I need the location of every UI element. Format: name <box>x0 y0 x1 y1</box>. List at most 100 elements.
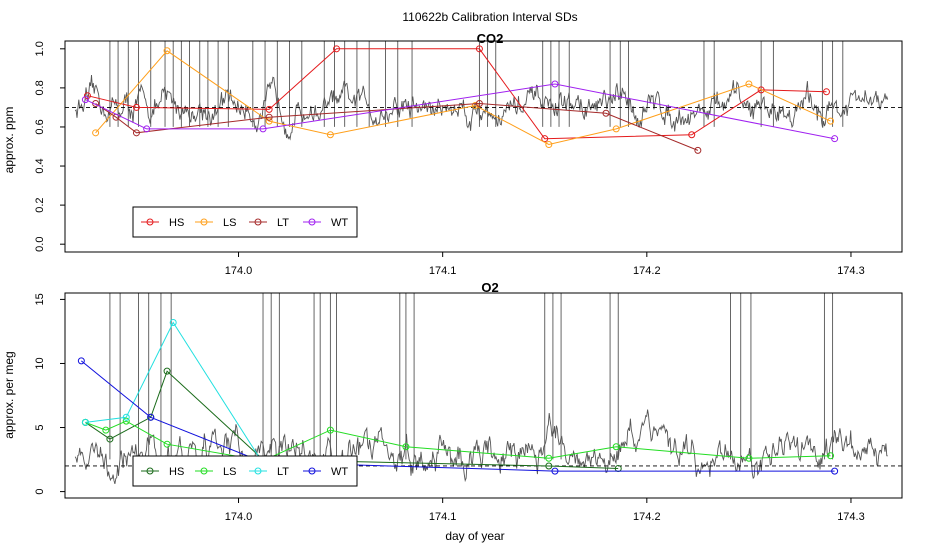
o2-ytick-label: 15 <box>34 293 46 305</box>
co2-ytick-label: 0.2 <box>34 197 46 212</box>
o2-ytick-label: 5 <box>34 424 46 430</box>
o2-data-point <box>831 467 839 475</box>
o2-data-point <box>106 435 114 443</box>
co2-data-point <box>612 125 620 133</box>
co2-legend-marker-wt <box>308 218 316 226</box>
o2-data-point <box>827 452 835 460</box>
o2-xtick-label: 174.0 <box>225 511 253 523</box>
co2-panel: CO2 approx. ppm 0.0 0.2 0.4 0.6 0.8 1.0 174.0 1… <box>2 31 903 277</box>
o2-legend-marker-lt <box>254 467 262 475</box>
co2-legend-label-ls: LS <box>223 217 236 229</box>
o2-legend-marker-ls <box>200 467 208 475</box>
co2-data-point <box>265 113 273 121</box>
co2-xtick-label: 174.0 <box>225 265 253 277</box>
o2-data-point <box>745 454 753 462</box>
co2-series-line <box>95 50 831 146</box>
o2-data-point <box>326 426 334 434</box>
co2-data-point <box>132 103 140 111</box>
co2-series-line <box>85 83 835 140</box>
co2-series-hs <box>83 45 830 143</box>
o2-data-point <box>163 440 171 448</box>
co2-raw-trace <box>74 41 889 141</box>
co2-data-point <box>326 131 334 139</box>
co2-xtick-label: 174.1 <box>429 265 457 277</box>
co2-xtick-label: 174.3 <box>837 265 865 277</box>
o2-series-line <box>85 420 831 462</box>
co2-legend-marker-ls <box>200 218 208 226</box>
o2-panel-title: O2 <box>481 280 498 295</box>
figure-suptitle: 110622b Calibration Interval SDs <box>402 10 577 24</box>
o2-legend-marker-wt <box>308 467 316 475</box>
o2-data-point <box>122 413 130 421</box>
o2-data-point <box>81 418 89 426</box>
co2-legend-box <box>132 206 358 238</box>
o2-plot-frame <box>64 292 903 499</box>
co2-plot-frame <box>64 40 903 253</box>
o2-series-line <box>85 370 619 469</box>
o2-xtick-label: 174.2 <box>633 511 661 523</box>
o2-panel: O2 approx. per meg 0 5 10 15 174.0 174.1 174.2… <box>2 280 903 523</box>
co2-data-point <box>163 47 171 55</box>
co2-panel-title: CO2 <box>477 31 504 46</box>
o2-data-point <box>163 367 171 375</box>
co2-data-point <box>475 100 483 108</box>
co2-data-point <box>83 92 91 100</box>
o2-legend-label-hs: HS <box>169 466 184 478</box>
o2-data-point <box>122 417 130 425</box>
co2-data-point <box>757 86 765 94</box>
co2-ytick-label: 0.6 <box>34 119 46 134</box>
o2-raw-trace <box>74 293 888 485</box>
co2-data-point <box>132 129 140 137</box>
o2-data-point <box>147 413 155 421</box>
co2-series-line <box>95 102 699 151</box>
co2-panel-ylabel: approx. ppm <box>2 107 16 174</box>
o2-ytick-label: 0 <box>34 489 46 495</box>
co2-data-point <box>475 45 483 53</box>
co2-trace-line <box>74 74 889 141</box>
co2-series-line <box>87 48 827 140</box>
co2-data-point <box>265 105 273 113</box>
figure-xlabel: day of year <box>445 529 504 543</box>
co2-data-point <box>541 135 549 143</box>
co2-data-point <box>694 146 702 154</box>
co2-legend-label-hs: HS <box>169 217 184 229</box>
co2-data-point <box>745 80 753 88</box>
o2-series-line <box>85 321 264 464</box>
co2-data-point <box>471 101 479 109</box>
o2-legend: HS LS LT WT <box>132 455 358 487</box>
co2-ytick-label: 1.0 <box>34 41 46 56</box>
o2-xtick-label: 174.3 <box>837 511 865 523</box>
o2-data-point <box>551 467 559 475</box>
co2-data-point <box>143 125 151 133</box>
co2-data-point <box>602 109 610 117</box>
o2-trace-line <box>74 409 888 485</box>
o2-legend-box <box>132 455 358 487</box>
co2-xtick-label: 174.2 <box>633 265 661 277</box>
o2-ytick-label: 10 <box>34 357 46 369</box>
co2-series-wt <box>81 80 839 143</box>
co2-legend-label-lt: LT <box>277 217 289 229</box>
co2-data-point <box>545 141 553 149</box>
co2-legend-marker-hs <box>146 218 154 226</box>
o2-legend-label-wt: WT <box>331 466 348 478</box>
co2-data-point <box>92 129 100 137</box>
o2-legend-label-ls: LS <box>223 466 236 478</box>
co2-ytick-label: 0.4 <box>34 158 46 173</box>
o2-panel-ylabel: approx. per meg <box>2 351 16 438</box>
co2-ytick-label: 0.8 <box>34 80 46 95</box>
o2-data-point <box>545 454 553 462</box>
o2-xtick-label: 174.1 <box>429 511 457 523</box>
co2-data-point <box>688 131 696 139</box>
o2-legend-label-lt: LT <box>277 466 289 478</box>
co2-data-point <box>333 45 341 53</box>
o2-data-point <box>102 426 110 434</box>
co2-data-point <box>827 117 835 125</box>
co2-legend-marker-lt <box>254 218 262 226</box>
co2-data-point <box>551 80 559 88</box>
co2-ytick-label: 0.0 <box>34 237 46 252</box>
co2-data-point <box>265 117 273 125</box>
o2-data-point <box>402 443 410 451</box>
co2-series-ls <box>92 47 835 149</box>
co2-legend-label-wt: WT <box>331 217 348 229</box>
